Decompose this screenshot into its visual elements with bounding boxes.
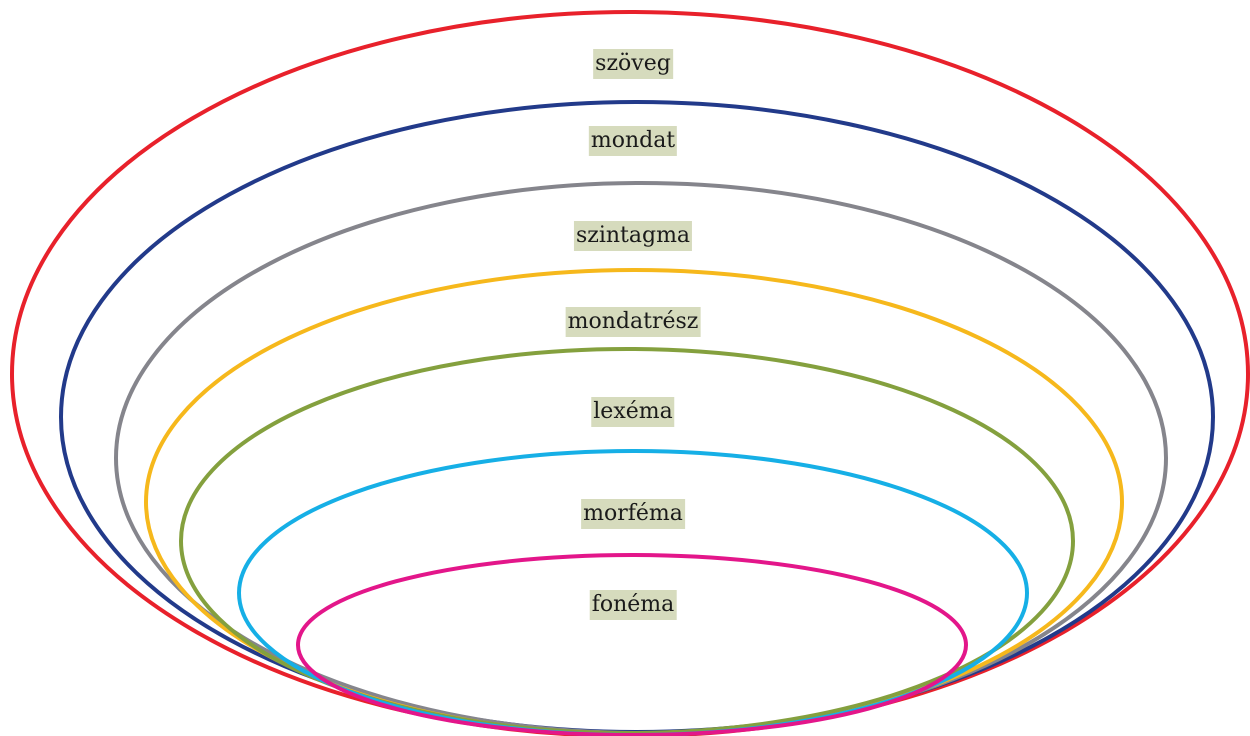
label-szintagma: szintagma — [573, 221, 693, 251]
label-fonema: fonéma — [589, 590, 677, 620]
label-morfema: morféma — [581, 499, 685, 529]
label-mondatresz: mondatrész — [565, 307, 701, 337]
ellipse-fonema — [296, 553, 968, 736]
label-lexema: lexéma — [591, 397, 675, 427]
label-mondat: mondat — [588, 126, 678, 156]
label-szoveg: szöveg — [593, 49, 673, 79]
ellipse-szoveg — [10, 10, 1250, 736]
